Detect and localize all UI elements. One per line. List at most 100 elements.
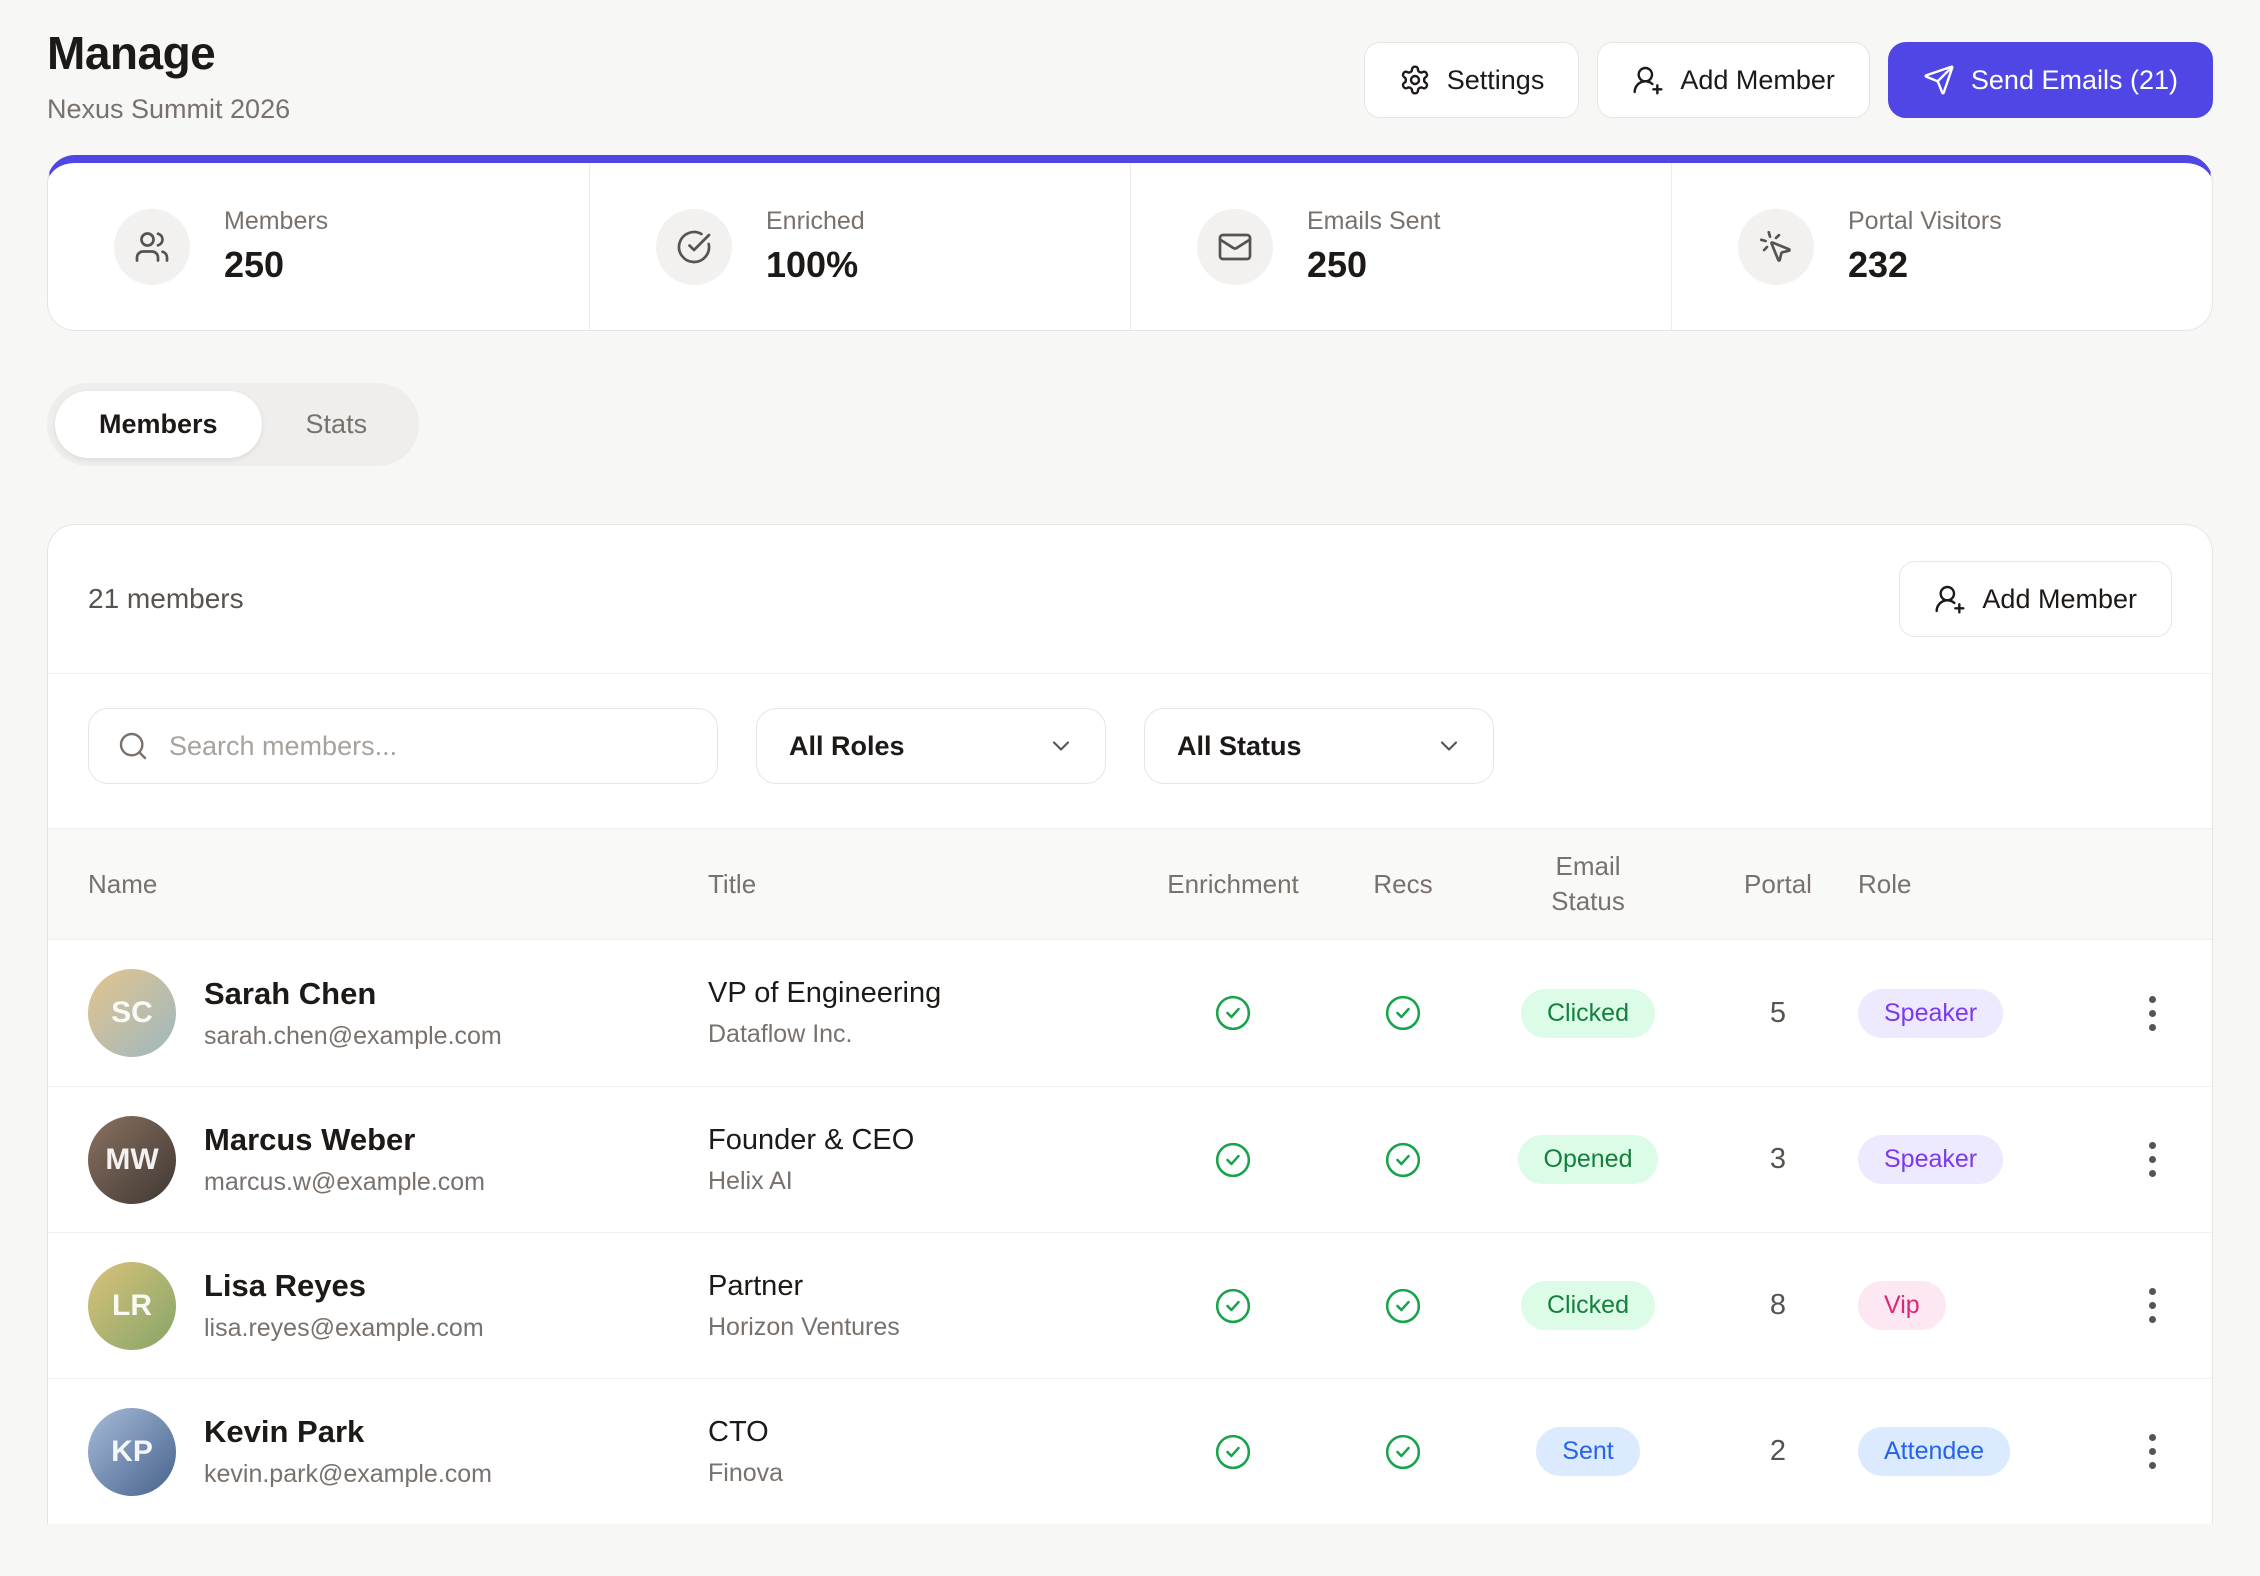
- tab-stats[interactable]: Stats: [262, 391, 412, 458]
- column-header-email-status: Email Status: [1551, 850, 1625, 916]
- member-cell: MW Marcus Weber marcus.w@example.com: [88, 1115, 708, 1204]
- send-emails-button[interactable]: Send Emails (21): [1887, 42, 2213, 118]
- recs-check-icon: [1328, 1287, 1478, 1325]
- table-row: SC Sarah Chen sarah.chen@example.com VP …: [48, 940, 2212, 1086]
- stat-label: Emails Sent: [1307, 207, 1441, 235]
- stat-portal-visitors-text: Portal Visitors 232: [1848, 207, 2002, 286]
- member-identity: Sarah Chen sarah.chen@example.com: [204, 976, 502, 1051]
- member-title: Founder & CEO: [708, 1123, 915, 1156]
- page-header-titles: Manage Nexus Summit 2026: [47, 26, 290, 125]
- member-company: Helix AI: [708, 1166, 793, 1195]
- member-identity: Lisa Reyes lisa.reyes@example.com: [204, 1268, 484, 1343]
- member-email: kevin.park@example.com: [204, 1460, 492, 1488]
- portal-count: 3: [1769, 1143, 1787, 1175]
- search-input[interactable]: [169, 730, 689, 762]
- chevron-down-icon: [1052, 741, 1070, 751]
- add-member-button-card[interactable]: Add Member: [1899, 561, 2172, 637]
- member-name: Kevin Park: [204, 1414, 365, 1449]
- role-filter-value: All Roles: [789, 730, 905, 761]
- row-menu-button[interactable]: [2135, 1128, 2170, 1191]
- email-status-badge: Clicked: [1521, 988, 1655, 1038]
- table-row: LR Lisa Reyes lisa.reyes@example.com Par…: [48, 1232, 2212, 1378]
- member-cell: LR Lisa Reyes lisa.reyes@example.com: [88, 1261, 708, 1350]
- recs-check-icon: [1328, 1433, 1478, 1471]
- stat-portal-visitors: Portal Visitors 232: [1671, 163, 2212, 330]
- page-subtitle: Nexus Summit 2026: [47, 94, 291, 124]
- stat-value: 250: [1307, 244, 1368, 285]
- member-cell: SC Sarah Chen sarah.chen@example.com: [88, 969, 708, 1057]
- view-tabs: Members Stats: [47, 383, 420, 466]
- row-menu-button[interactable]: [2135, 1274, 2170, 1337]
- page-header: Manage Nexus Summit 2026 Settings Add Me…: [47, 26, 2213, 125]
- role-filter-select[interactable]: All Roles: [756, 708, 1106, 784]
- mail-icon: [1197, 208, 1273, 285]
- member-title: VP of Engineering: [708, 977, 942, 1009]
- enrichment-check-icon: [1138, 1141, 1328, 1179]
- members-card: 21 members Add Member All Roles All Stat…: [47, 524, 2213, 1524]
- header-actions: Settings Add Member Send Emails (21): [1363, 42, 2213, 118]
- add-member-button-label: Add Member: [1982, 583, 2137, 614]
- member-name: Lisa Reyes: [204, 1268, 366, 1303]
- column-header-name: Name: [88, 868, 158, 899]
- add-member-button-header[interactable]: Add Member: [1597, 42, 1870, 118]
- member-identity: Marcus Weber marcus.w@example.com: [204, 1122, 485, 1197]
- member-count: 21 members: [88, 583, 244, 614]
- title-cell: CTO Finova: [708, 1416, 1138, 1488]
- members-card-header: 21 members Add Member: [48, 525, 2212, 674]
- role-cell: Attendee: [1858, 1427, 2108, 1476]
- member-title: CTO: [708, 1415, 769, 1448]
- user-plus-icon: [1935, 585, 1965, 614]
- tab-members[interactable]: Members: [55, 391, 262, 458]
- stats-bar: Members 250 Enriched 100% Emails Sent 25…: [47, 155, 2213, 331]
- user-plus-icon: [1633, 66, 1663, 95]
- stat-enriched-text: Enriched 100%: [766, 207, 865, 286]
- stat-emails-sent-text: Emails Sent 250: [1307, 207, 1440, 286]
- filters-row: All Roles All Status: [48, 674, 2212, 828]
- table-row: KP Kevin Park kevin.park@example.com CTO…: [48, 1378, 2212, 1524]
- role-badge: Attendee: [1858, 1427, 2011, 1476]
- stat-members-text: Members 250: [224, 207, 328, 286]
- stat-value: 250: [224, 244, 285, 285]
- stat-members: Members 250: [48, 163, 589, 330]
- page: Manage Nexus Summit 2026 Settings Add Me…: [47, 26, 2213, 1524]
- email-status-badge: Clicked: [1521, 1281, 1655, 1330]
- send-emails-button-label: Send Emails (21): [1970, 64, 2178, 95]
- member-title: Partner: [708, 1269, 804, 1302]
- member-name: Sarah Chen: [204, 975, 377, 1011]
- enrichment-check-icon: [1138, 1287, 1328, 1325]
- table-header: Name Title Enrichment Recs Email Status …: [48, 828, 2212, 940]
- role-badge: Vip: [1858, 1281, 1946, 1330]
- recs-check-icon: [1328, 994, 1478, 1032]
- title-cell: Partner Horizon Ventures: [708, 1270, 1138, 1342]
- stat-value: 232: [1848, 244, 1909, 285]
- email-status-badge: Sent: [1536, 1427, 1640, 1476]
- title-cell: VP of Engineering Dataflow Inc.: [708, 977, 1138, 1049]
- status-filter-value: All Status: [1177, 730, 1302, 761]
- portal-count: 8: [1769, 1289, 1787, 1321]
- portal-count: 2: [1769, 1435, 1787, 1467]
- table-row: MW Marcus Weber marcus.w@example.com Fou…: [48, 1086, 2212, 1232]
- enrichment-check-icon: [1138, 994, 1328, 1032]
- settings-button[interactable]: Settings: [1363, 42, 1580, 118]
- member-email: lisa.reyes@example.com: [204, 1314, 484, 1342]
- column-header-portal: Portal: [1744, 868, 1812, 899]
- stat-enriched: Enriched 100%: [589, 163, 1130, 330]
- email-status-cell: Opened: [1478, 1135, 1698, 1184]
- member-email: marcus.w@example.com: [204, 1168, 486, 1196]
- enrichment-check-icon: [1138, 1433, 1328, 1471]
- column-header-title: Title: [708, 868, 757, 899]
- member-name: Marcus Weber: [204, 1122, 416, 1157]
- portal-count: 5: [1769, 996, 1787, 1029]
- row-menu-button[interactable]: [2135, 982, 2170, 1045]
- stat-value: 100%: [766, 244, 859, 285]
- role-cell: Vip: [1858, 1281, 2108, 1330]
- stat-label: Portal Visitors: [1848, 207, 2002, 235]
- member-company: Finova: [708, 1458, 784, 1487]
- search-box: [88, 708, 718, 784]
- role-cell: Speaker: [1858, 988, 2108, 1038]
- status-filter-select[interactable]: All Status: [1144, 708, 1494, 784]
- avatar: KP: [88, 1407, 176, 1496]
- search-icon: [119, 732, 147, 760]
- member-cell: KP Kevin Park kevin.park@example.com: [88, 1407, 708, 1496]
- row-menu-button[interactable]: [2135, 1420, 2170, 1483]
